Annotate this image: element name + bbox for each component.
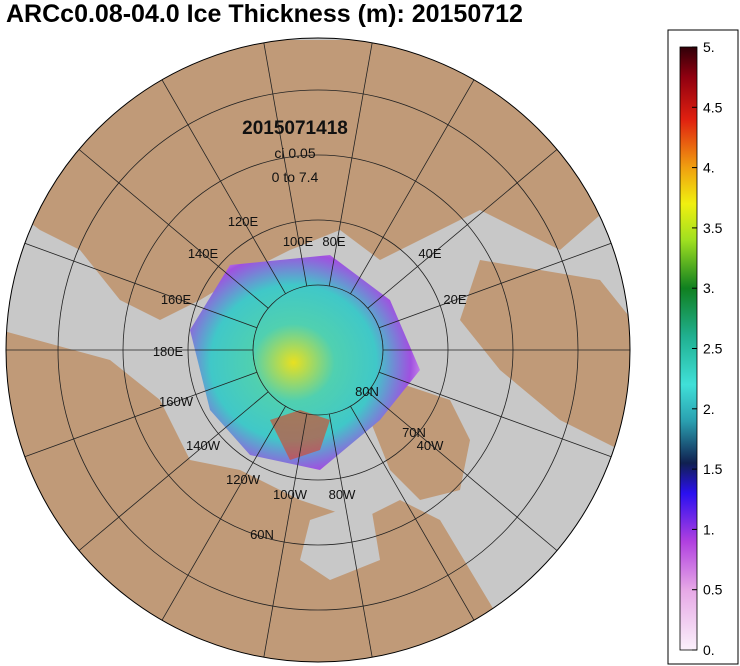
range-label: 0 to 7.4 — [272, 169, 319, 185]
colorbar-tick-label: 3.5 — [703, 220, 723, 236]
meridian — [7, 236, 258, 329]
map-label: 70N — [402, 425, 426, 440]
meridian — [260, 38, 308, 287]
colorbar-tick-label: 4.5 — [703, 99, 723, 115]
map-label: 160W — [159, 394, 194, 409]
land-north-america — [6, 330, 500, 662]
map-label: 40E — [418, 246, 441, 261]
map-label: 60N — [250, 527, 274, 542]
map-labels: 120E 140E 100E 80E 40E 20E 160E 180E 160W 140W 120… — [153, 214, 467, 542]
meridian — [152, 406, 286, 636]
meridian — [350, 406, 484, 636]
colorbar-tick-label: 4. — [703, 160, 715, 176]
title: ARCc0.08-04.0 Ice Thickness (m): 2015071… — [6, 0, 523, 28]
meridian — [7, 371, 258, 464]
map-label: 120W — [226, 472, 261, 487]
colorbar-tick-label: 3. — [703, 280, 715, 296]
land-europe — [460, 260, 630, 460]
colorbar-tick-label: 0.5 — [703, 582, 723, 598]
map-label: 100W — [273, 487, 308, 502]
map-label: 20E — [443, 292, 466, 307]
meridian — [367, 137, 572, 309]
map-label: 140E — [188, 246, 219, 261]
land-eurasia — [6, 40, 630, 320]
colorbar-tick-label: 1.5 — [703, 461, 723, 477]
meridian — [350, 64, 484, 294]
map-label: 180E — [153, 344, 184, 359]
map-label: 80E — [322, 234, 345, 249]
graticule — [6, 38, 630, 662]
map-label: 120E — [228, 214, 259, 229]
meridian — [152, 64, 286, 294]
meridian — [378, 371, 629, 464]
map-label: 100E — [283, 234, 314, 249]
map-label: 160E — [161, 292, 192, 307]
meridian — [64, 391, 269, 563]
colorbar-tick-label: 5. — [703, 39, 715, 55]
colorbar-ticks: 0. 0.5 1. 1.5 2. 2.5 3. 3.5 4. 4.5 5. — [692, 39, 723, 658]
meridian — [367, 391, 572, 563]
map-label: 80N — [355, 384, 379, 399]
colorbar-tick-label: 2. — [703, 401, 715, 417]
colorbar-tick-label: 1. — [703, 521, 715, 537]
meridian — [378, 236, 629, 329]
map-label: 40W — [417, 438, 444, 453]
map — [6, 38, 630, 662]
thick-ice — [270, 410, 330, 460]
map-border — [5, 37, 631, 663]
hudson-bay — [300, 500, 380, 580]
colorbar-tick-label: 2.5 — [703, 341, 723, 357]
contour-interval: ci 0.05 — [274, 145, 315, 161]
meridian — [328, 413, 376, 662]
land-greenland — [370, 380, 470, 500]
map-label: 140W — [186, 438, 221, 453]
meridian — [64, 137, 269, 309]
sea-ice — [190, 255, 420, 470]
meridian — [260, 413, 308, 662]
meridian — [328, 38, 376, 287]
map-label: 80W — [329, 487, 356, 502]
date-label: 2015071418 — [242, 118, 348, 139]
colorbar-tick-label: 0. — [703, 642, 715, 658]
